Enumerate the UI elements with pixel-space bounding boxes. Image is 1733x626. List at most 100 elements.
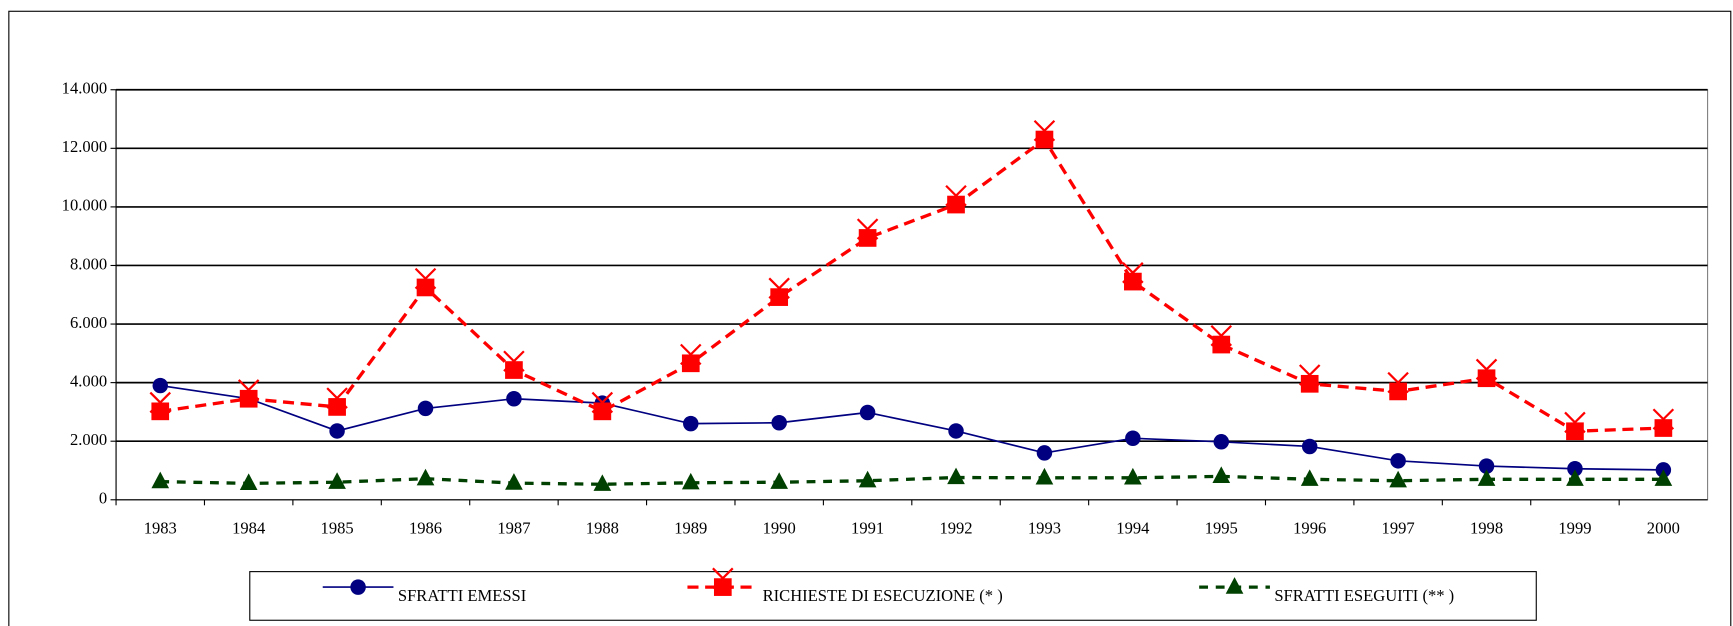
marker [328, 472, 346, 489]
marker [503, 350, 525, 379]
marker [680, 343, 702, 373]
marker [712, 567, 734, 596]
marker [1225, 577, 1244, 594]
legend-label: SFRATTI EMESSI [398, 586, 526, 605]
y-tick-label: 6.000 [70, 313, 107, 332]
marker [771, 415, 787, 431]
x-tick-label: 1995 [1205, 518, 1238, 537]
marker [350, 579, 366, 595]
legend-label: RICHIESTE DI ESECUZIONE (* ) [763, 586, 1003, 605]
x-tick-label: 1992 [939, 518, 972, 537]
y-tick-label: 8.000 [70, 254, 107, 273]
marker [1122, 262, 1144, 291]
y-tick-label: 10.000 [62, 196, 108, 215]
marker [593, 474, 612, 491]
marker [505, 473, 523, 490]
y-tick-label: 14.000 [62, 79, 108, 98]
x-tick-label: 1988 [586, 518, 619, 537]
marker [1213, 434, 1230, 450]
marker [149, 391, 171, 421]
plot-area [115, 89, 1709, 501]
marker [1387, 371, 1409, 401]
marker [948, 423, 964, 439]
marker-square [151, 402, 170, 421]
marker [1477, 469, 1496, 486]
marker-square [1124, 272, 1142, 291]
marker-square [1477, 369, 1496, 388]
y-tick-label: 0 [99, 489, 107, 508]
marker [414, 267, 437, 297]
marker [683, 415, 699, 432]
marker [859, 404, 876, 421]
marker [1298, 364, 1321, 393]
x-tick-label: 1986 [409, 518, 442, 537]
series-line [160, 474, 1664, 486]
marker [1212, 466, 1231, 483]
marker [239, 473, 258, 491]
x-tick-label: 1983 [144, 518, 177, 537]
marker [1300, 469, 1319, 486]
marker [326, 387, 348, 416]
legend-label: SFRATTI ESEGUITI (** ) [1274, 586, 1454, 605]
x-tick-label: 1998 [1470, 518, 1503, 537]
marker [151, 471, 170, 489]
x-tick-label: 1984 [232, 518, 266, 537]
marker [945, 184, 967, 214]
x-tick-label: 1989 [674, 518, 707, 537]
marker-square [1654, 419, 1673, 437]
marker [152, 377, 168, 394]
marker [770, 472, 789, 489]
marker [1390, 453, 1406, 469]
x-tick-label: 1999 [1558, 518, 1591, 537]
marker [1301, 438, 1318, 455]
marker [1566, 469, 1584, 486]
marker [1475, 358, 1498, 388]
legend-box [249, 571, 1537, 621]
x-tick-label: 1991 [851, 518, 884, 537]
marker [416, 468, 435, 486]
marker [1210, 324, 1233, 354]
x-tick-label: 1994 [1116, 518, 1150, 537]
marker-square [1389, 382, 1407, 401]
x-tick-label: 1990 [763, 518, 796, 537]
marker [681, 472, 700, 490]
y-tick-label: 4.000 [70, 371, 107, 390]
marker [1035, 467, 1054, 485]
marker [1564, 411, 1586, 441]
marker [237, 379, 260, 408]
y-tick-label: 12.000 [62, 137, 108, 156]
marker-square [681, 354, 700, 373]
x-tick-label: 1996 [1293, 518, 1326, 537]
marker [1036, 445, 1053, 461]
x-tick-label: 1985 [321, 518, 354, 537]
marker [1124, 467, 1142, 485]
x-tick-label: 1997 [1382, 518, 1415, 537]
marker-square [593, 402, 612, 421]
marker [1033, 119, 1056, 149]
y-tick-label: 2.000 [70, 430, 107, 449]
marker [417, 400, 434, 417]
series-line [160, 137, 1664, 433]
x-tick-label: 1993 [1028, 518, 1061, 537]
marker-square [770, 288, 789, 306]
x-tick-label: 1987 [497, 518, 530, 537]
marker [329, 423, 345, 439]
x-tick-label: 2000 [1647, 518, 1680, 537]
marker-square [1566, 422, 1584, 441]
marker-square [416, 278, 435, 297]
marker-square [328, 398, 346, 416]
marker [768, 277, 790, 306]
marker-square [1035, 130, 1054, 149]
marker-square [1212, 335, 1231, 354]
marker [1478, 458, 1495, 474]
marker [1125, 430, 1141, 447]
chart-frame [8, 10, 1732, 626]
marker [1389, 470, 1407, 488]
marker-square [713, 578, 732, 596]
marker [1567, 461, 1583, 477]
marker [1654, 469, 1673, 486]
marker-square [239, 389, 258, 408]
marker-square [505, 361, 523, 379]
marker-square [947, 195, 965, 214]
